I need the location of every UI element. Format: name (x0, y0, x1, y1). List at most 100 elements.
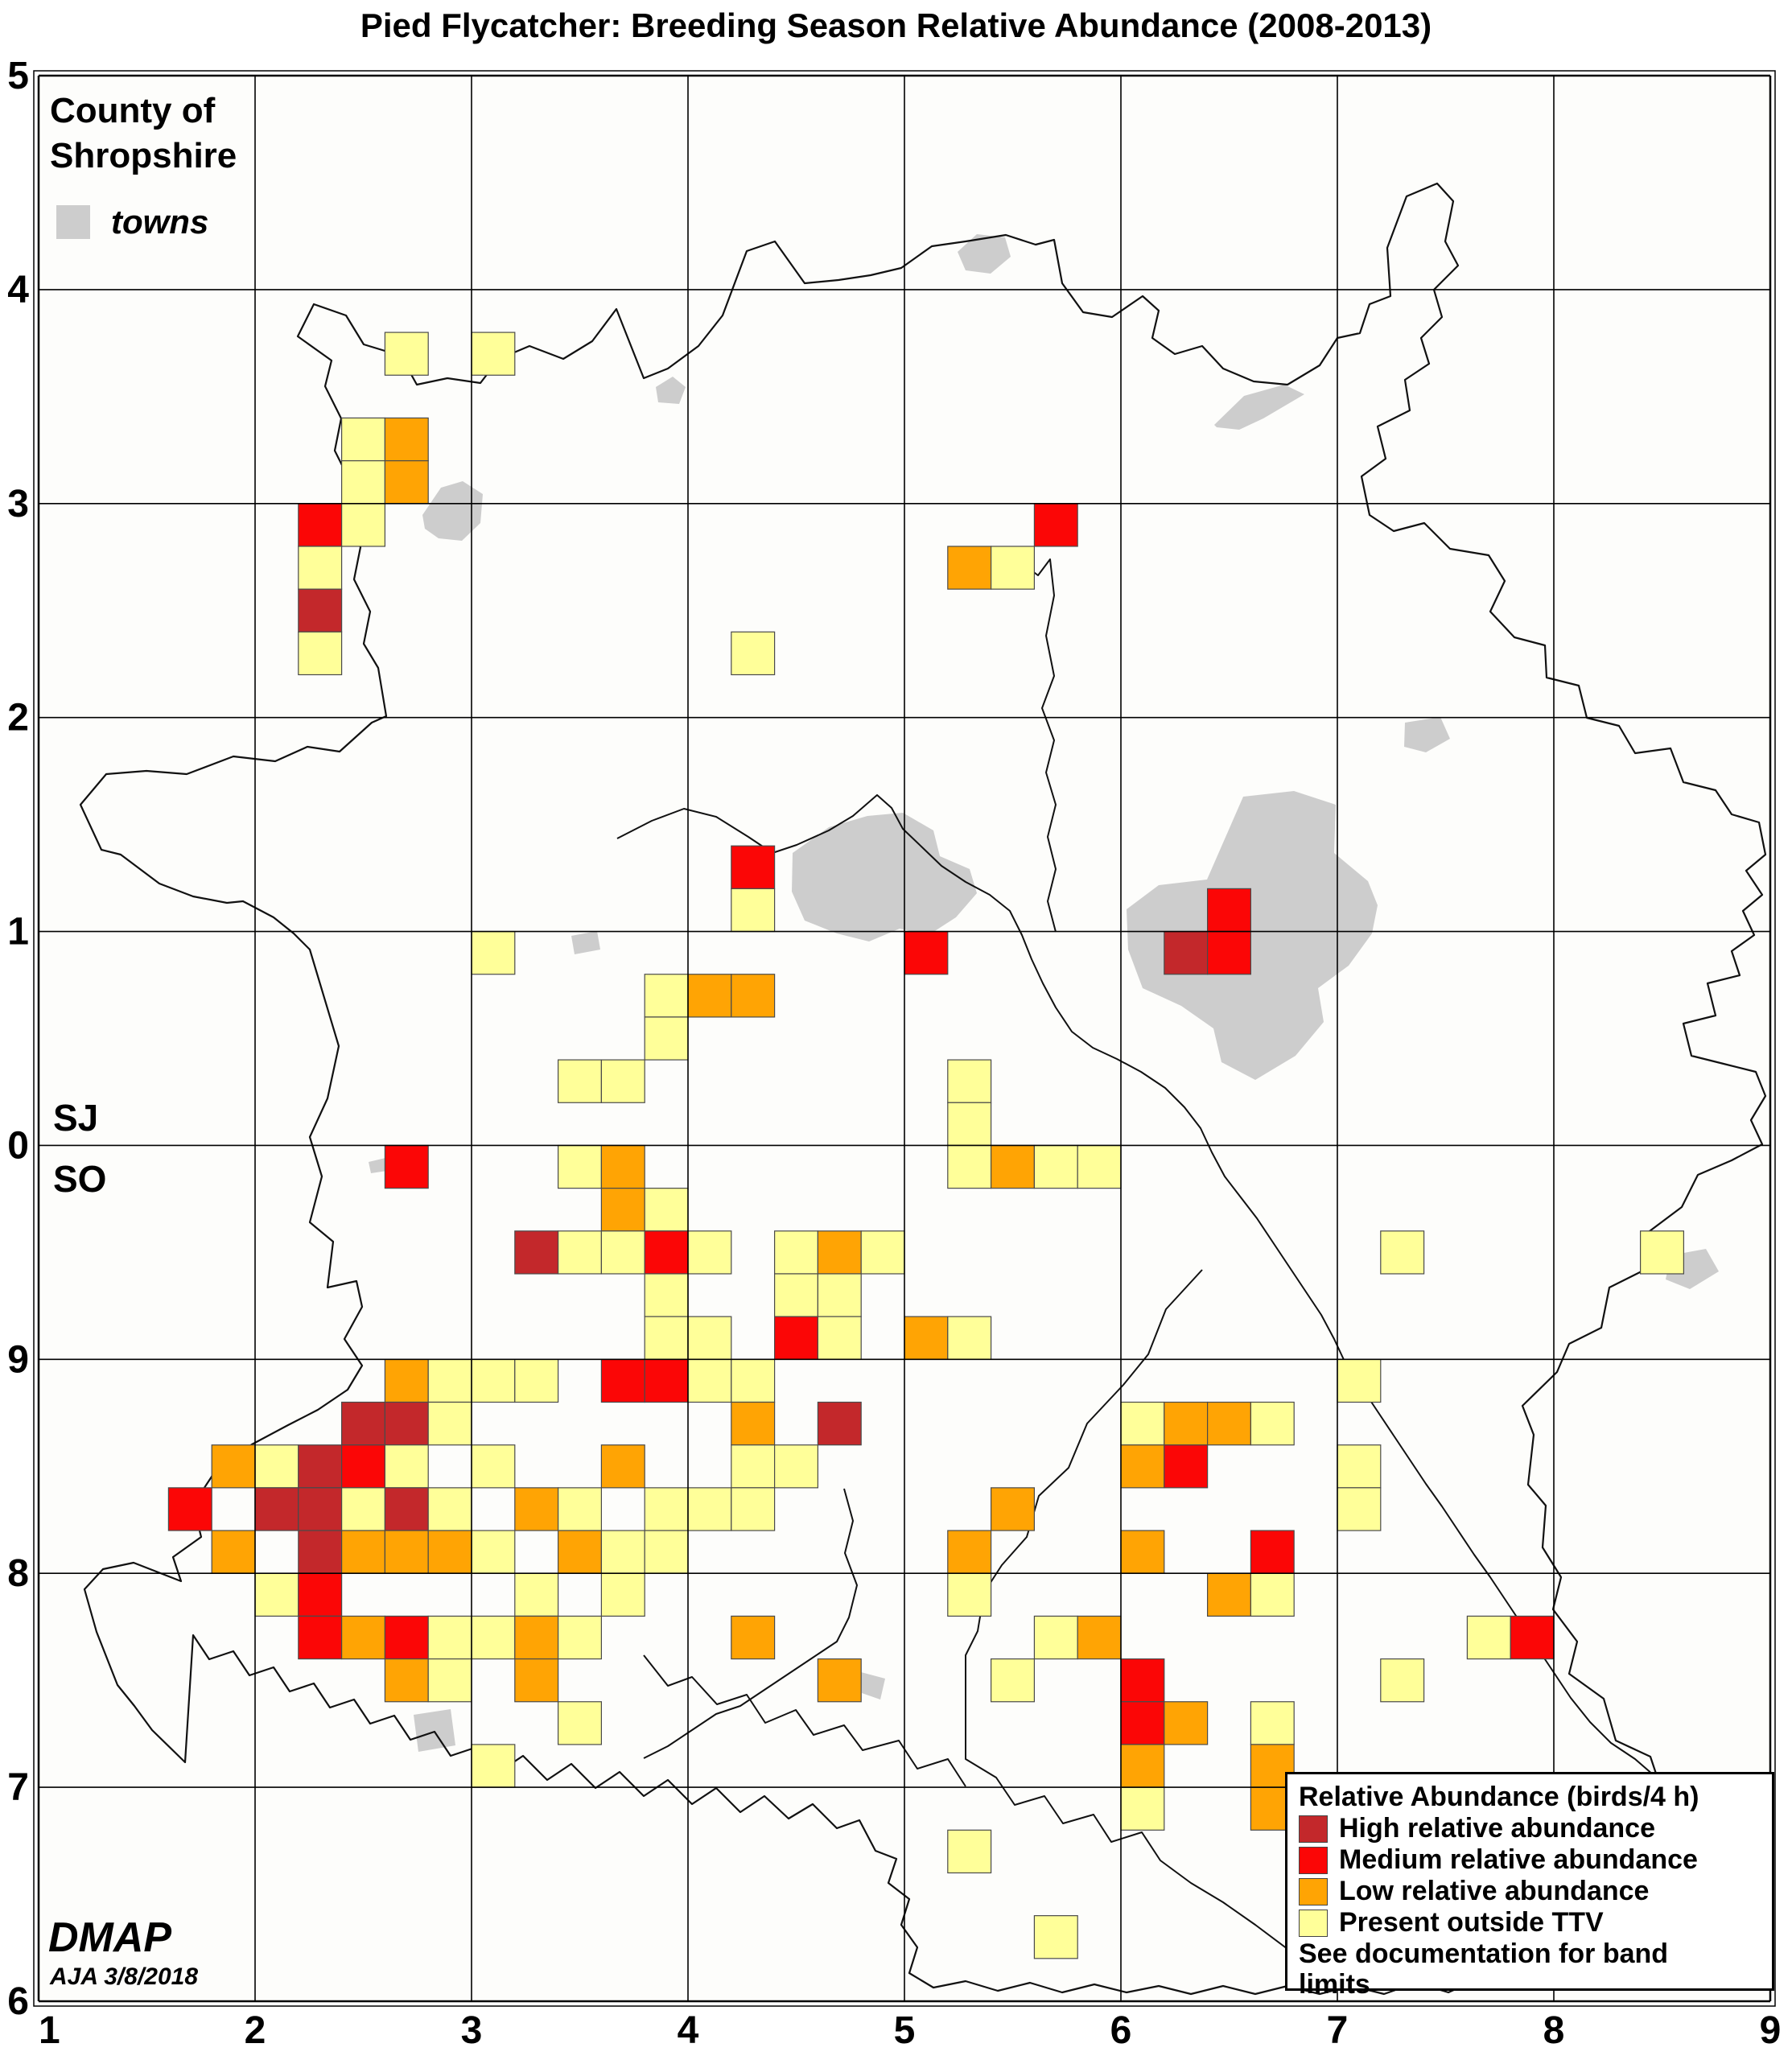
tetrad-square-p (471, 930, 516, 975)
grid-band-label-sj: SJ (53, 1097, 99, 1139)
y-axis-label: 4 (7, 269, 29, 311)
tetrad-square-p (817, 1316, 862, 1360)
tetrad-square-p (1250, 1701, 1295, 1745)
abundance-label: Medium relative abundance (1339, 1844, 1698, 1875)
dmap-credit: DMAP (48, 1914, 172, 1961)
abundance-legend-note1: See documentation for band (1299, 1938, 1669, 1969)
tetrad-square-h (341, 1401, 386, 1446)
tetrad-square-p (254, 1444, 299, 1489)
tetrad-square-p (947, 1572, 992, 1617)
town-area (958, 234, 1011, 274)
tetrad-square-l (817, 1230, 862, 1275)
tetrad-square-m (167, 1487, 212, 1531)
tetrad-square-l (687, 974, 732, 1018)
tetrad-square-p (644, 1530, 689, 1574)
tetrad-square-p (1250, 1572, 1295, 1617)
tetrad-square-p (731, 631, 776, 676)
y-axis-label: 0 (7, 1124, 29, 1167)
tetrad-square-p (1466, 1615, 1511, 1660)
tetrad-square-m (904, 930, 949, 975)
tetrad-square-l (514, 1615, 559, 1660)
tetrad-square-h (384, 1401, 429, 1446)
tetrad-square-l (1120, 1530, 1165, 1574)
tetrad-square-p (1033, 1915, 1078, 1959)
tetrad-square-p (471, 1530, 516, 1574)
tetrad-square-l (384, 417, 429, 462)
tetrad-square-l (384, 1358, 429, 1403)
tetrad-square-p (1250, 1401, 1295, 1446)
tetrad-square-p (990, 546, 1035, 590)
tetrad-square-p (471, 1744, 516, 1788)
x-axis-label: 6 (1110, 2009, 1132, 2052)
x-axis-label: 5 (894, 2009, 916, 2052)
town-area (369, 1158, 387, 1173)
tetrad-square-l (947, 546, 992, 590)
tetrad-square-p (1077, 1144, 1122, 1189)
tetrad-square-p (773, 1230, 818, 1275)
abundance-legend-item: Low relative abundance (1299, 1876, 1772, 1907)
tetrad-square-p (471, 1615, 516, 1660)
tetrad-square-p (1120, 1401, 1165, 1446)
tetrad-square-h (1164, 930, 1209, 975)
tetrad-square-p (644, 974, 689, 1018)
tetrad-square-p (773, 1273, 818, 1317)
tetrad-square-l (947, 1530, 992, 1574)
town-swatch-icon (56, 205, 90, 239)
county-legend-line1: County of (50, 91, 216, 130)
y-axis-label: 1 (7, 911, 29, 954)
abundance-swatch-h (1299, 1815, 1328, 1843)
tetrad-square-l (341, 1615, 386, 1660)
tetrad-square-p (427, 1487, 472, 1531)
tetrad-square-m (1120, 1658, 1165, 1703)
tetrad-square-h (298, 1530, 343, 1574)
tetrad-square-p (427, 1401, 472, 1446)
tetrad-square-l (731, 1401, 776, 1446)
tetrad-square-p (947, 1102, 992, 1147)
tetrad-square-p (731, 1444, 776, 1489)
tetrad-square-p (731, 888, 776, 933)
tetrad-square-m (1206, 888, 1251, 933)
tetrad-square-p (600, 1530, 645, 1574)
town-area (414, 1709, 455, 1752)
tetrad-square-m (298, 503, 343, 547)
tetrad-square-p (731, 1358, 776, 1403)
tetrad-square-m (1510, 1615, 1555, 1660)
tetrad-square-l (384, 1530, 429, 1574)
tetrad-square-p (1033, 1144, 1078, 1189)
tetrad-square-p (471, 1358, 516, 1403)
tetrad-square-l (1206, 1401, 1251, 1446)
abundance-legend-title: Relative Abundance (birds/4 h) (1299, 1782, 1699, 1812)
abundance-swatch-l (1299, 1877, 1328, 1906)
town-area (1404, 717, 1450, 752)
tetrad-square-p (341, 503, 386, 547)
abundance-label: Present outside TTV (1339, 1907, 1604, 1938)
tetrad-square-m (298, 1615, 343, 1660)
x-axis-label: 4 (678, 2009, 699, 2052)
tetrad-square-p (600, 1059, 645, 1103)
tetrad-square-p (644, 1316, 689, 1360)
tetrad-square-m (1206, 930, 1251, 975)
tetrad-square-l (1120, 1444, 1165, 1489)
x-axis-label: 1 (39, 2009, 60, 2052)
tetrad-square-p (384, 332, 429, 376)
town-area (571, 931, 600, 954)
tetrad-square-l (427, 1530, 472, 1574)
tetrad-square-p (341, 417, 386, 462)
y-axis-label: 9 (7, 1338, 29, 1381)
tetrad-square-p (557, 1144, 602, 1189)
tetrad-square-p (1380, 1230, 1425, 1275)
tetrad-square-h (384, 1487, 429, 1531)
tetrad-square-p (644, 1273, 689, 1317)
tetrad-square-p (947, 1316, 992, 1360)
y-axis-label: 5 (7, 55, 29, 97)
abundance-legend-note2: limits (1299, 1969, 1370, 2000)
tetrad-square-l (904, 1316, 949, 1360)
y-axis-label: 8 (7, 1552, 29, 1595)
tetrad-square-m (384, 1615, 429, 1660)
tetrad-square-l (514, 1658, 559, 1703)
county-legend-line2: Shropshire (50, 136, 237, 175)
town-area (1127, 791, 1378, 1080)
tetrad-square-l (817, 1658, 862, 1703)
